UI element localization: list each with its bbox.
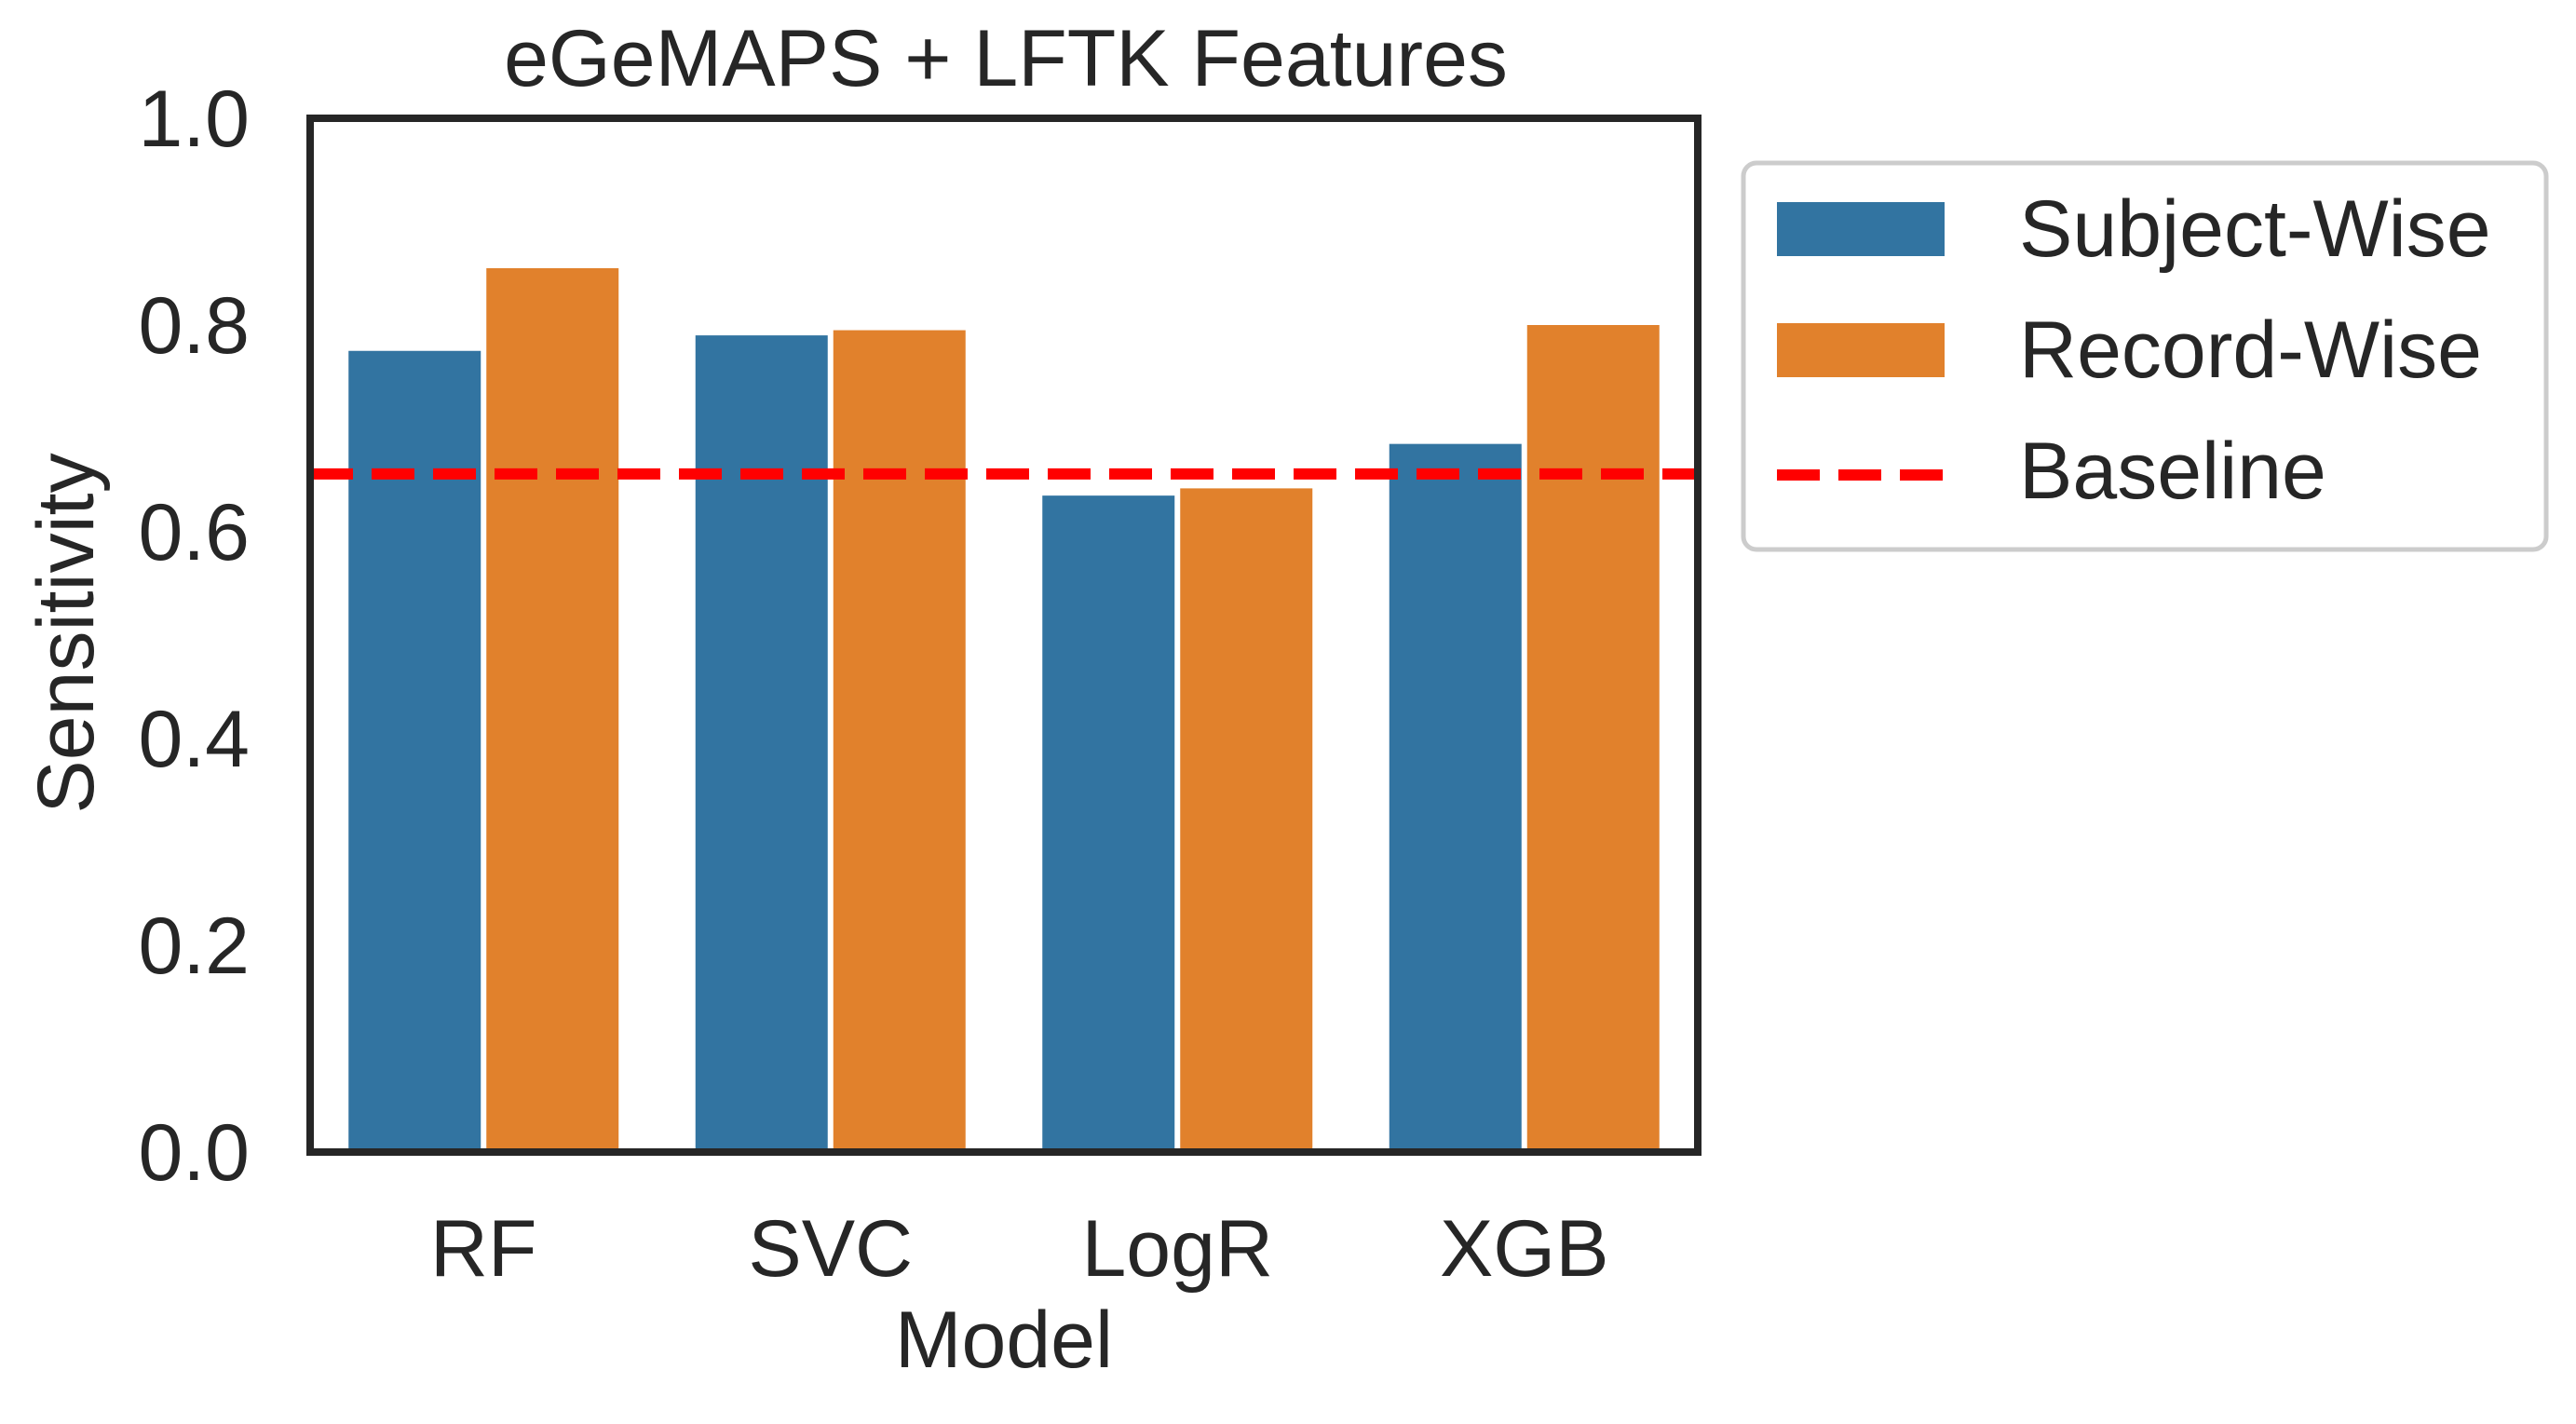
plot-area [310, 267, 1698, 1153]
bar-record-wise-rf [486, 267, 619, 1152]
x-tick-label-xgb: XGB [1440, 1204, 1609, 1294]
x-tick-label-svc: SVC [748, 1204, 913, 1294]
y-tick-label: 0.6 [138, 488, 250, 577]
bar-subject-wise-logr [1042, 495, 1175, 1152]
chart-title: eGeMAPS + LFTK Features [504, 14, 1508, 103]
y-axis-label: Sensitivity [21, 453, 111, 813]
legend-box [1741, 160, 2549, 552]
y-tick-label: 1.0 [138, 75, 250, 164]
legend-swatch-record-wise [1777, 323, 1945, 377]
y-tick-label: 0.0 [138, 1108, 250, 1198]
plot-frame [306, 115, 1702, 1156]
x-axis-label: Model [895, 1295, 1113, 1385]
y-tick-label: 0.4 [138, 695, 250, 784]
legend-swatch-subject-wise [1777, 202, 1945, 256]
bar-record-wise-xgb [1526, 325, 1660, 1152]
bar-subject-wise-xgb [1389, 443, 1522, 1152]
legend-label-record-wise: Record-Wise [2019, 305, 2482, 395]
legend-label-baseline: Baseline [2019, 427, 2326, 516]
bar-record-wise-logr [1180, 488, 1313, 1152]
y-tick-label: 0.2 [138, 902, 250, 991]
bar-subject-wise-svc [695, 335, 828, 1153]
y-tick-label: 0.8 [138, 281, 250, 371]
legend-label-subject-wise: Subject-Wise [2019, 184, 2491, 274]
legend: Subject-Wise Record-Wise Baseline [1741, 160, 2549, 552]
x-tick-label-rf: RF [430, 1204, 537, 1294]
x-tick-label-logr: LogR [1081, 1204, 1273, 1294]
axes: 0.0 0.2 0.4 0.6 0.8 1.0 RF SVC LogR XGB [138, 75, 1702, 1294]
bar-record-wise-svc [833, 330, 966, 1152]
bar-subject-wise-rf [348, 350, 481, 1152]
